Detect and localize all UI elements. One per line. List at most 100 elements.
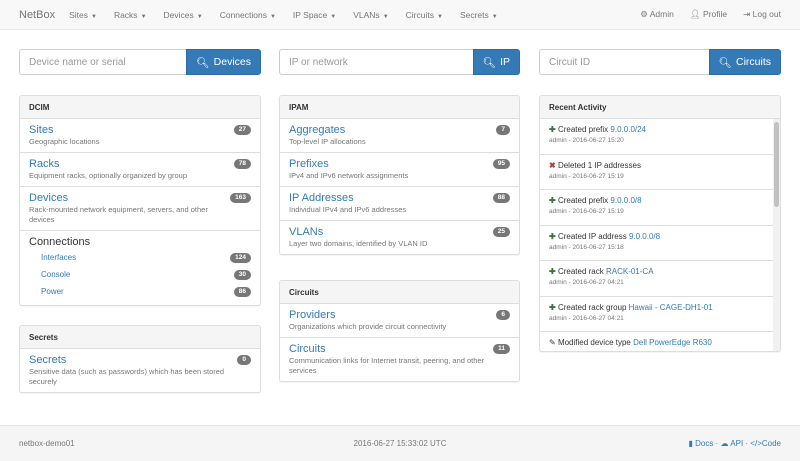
docs-link[interactable]: ▮ Docs <box>689 439 714 448</box>
activity-line: ✖ Deleted 1 IP addresses <box>549 160 771 172</box>
panel-heading: IPAM <box>280 96 519 119</box>
brand-logo[interactable]: NetBox <box>19 8 56 21</box>
activity-object-link[interactable]: 9.0.0.0/24 <box>610 125 647 134</box>
admin-link[interactable]: ⚙ Admin <box>640 9 674 20</box>
activity-action: Created prefix <box>557 196 609 205</box>
devices-link[interactable]: Devices <box>29 192 69 204</box>
caret-icon: ▼ <box>90 13 97 20</box>
sub-item: Power 86 <box>29 283 251 300</box>
activity-object-link[interactable]: RACK-01-CA <box>605 267 654 276</box>
caret-icon: ▼ <box>196 13 203 20</box>
aggregates-link[interactable]: Aggregates <box>289 124 346 136</box>
interfaces-link[interactable]: Interfaces <box>41 253 77 262</box>
menu-label: Secrets <box>459 9 489 20</box>
count-badge: 25 <box>492 227 510 237</box>
secrets-link[interactable]: Secrets <box>29 354 67 366</box>
list-item: Devices Rack-mounted network equipment, s… <box>20 187 260 231</box>
activity-meta: admin - 2016-06-27 15:19 <box>549 172 624 180</box>
list-item: IP Addresses Individual IPv4 and IPv6 add… <box>280 187 519 221</box>
hostname: netbox-demo01 <box>19 439 75 448</box>
device-search-input[interactable] <box>19 49 187 75</box>
plus-icon: ✚ <box>549 231 556 241</box>
footer-links: ▮ Docs · ☁ API · </>Code <box>688 439 781 448</box>
menu-vlans[interactable]: VLANs ▼ <box>353 10 388 20</box>
count-badge: 11 <box>493 344 510 354</box>
menu-racks[interactable]: Racks ▼ <box>114 10 147 20</box>
plus-icon: ✚ <box>549 267 556 276</box>
activity-line: ✚ Created prefix 9.0.0.0/8 <box>549 195 771 207</box>
logout-link[interactable]: ⇥ Log out <box>743 9 781 20</box>
remove-icon: ✖ <box>549 160 556 170</box>
panel-heading: Circuits <box>280 281 519 304</box>
vlans-link[interactable]: VLANs <box>289 226 324 238</box>
device-search-button[interactable]: 🔍︎ Devices <box>186 49 261 75</box>
activity-action: Created prefix <box>557 125 609 134</box>
menu-ip-space[interactable]: IP Space ▼ <box>293 10 336 20</box>
circuit-search-button[interactable]: 🔍︎ Circuits <box>708 49 781 75</box>
menu-secrets[interactable]: Secrets ▼ <box>460 10 498 20</box>
scrollbar-thumb[interactable] <box>774 122 779 207</box>
item-description: Top-level IP allocations <box>289 137 366 146</box>
activity-action: Created IP address <box>557 231 627 241</box>
racks-link[interactable]: Racks <box>29 158 60 170</box>
menu-connections[interactable]: Connections ▼ <box>220 10 276 20</box>
activity-item: ✚ Created rack group Hawaii - CAGE-DH1-0… <box>540 297 780 332</box>
code-link[interactable]: </>Code <box>750 439 781 448</box>
menu-sites[interactable]: Sites ▼ <box>69 10 97 20</box>
power-link[interactable]: Power <box>41 287 64 296</box>
menu-label: Racks <box>113 9 138 20</box>
activity-line: ✎ Modified device type Dell PowerEdge R6… <box>549 337 771 349</box>
activity-item: ✚ Created prefix 9.0.0.0/24 admin - 2016-… <box>540 119 780 155</box>
count-badge: 30 <box>233 270 251 280</box>
sites-link[interactable]: Sites <box>29 124 54 136</box>
activity-object-link[interactable]: 9.0.0.0/8 <box>610 196 642 205</box>
menu-devices[interactable]: Devices ▼ <box>164 10 203 20</box>
code-icon: </> <box>750 439 762 448</box>
secrets-panel: Secrets Secrets Sensitive data (such as p… <box>19 325 261 393</box>
activity-action: Deleted 1 IP addresses <box>557 160 641 170</box>
dcim-panel: DCIM Sites Geographic locations 27 Racks Eq… <box>19 95 261 306</box>
menu-circuits[interactable]: Circuits ▼ <box>406 10 443 20</box>
sub-item: Console 30 <box>29 266 251 283</box>
pencil-icon: ✎ <box>549 338 556 347</box>
logout-icon: ⇥ <box>743 9 751 19</box>
profile-link[interactable]: 👤︎ Profile <box>690 9 727 20</box>
scrollbar[interactable] <box>773 119 780 351</box>
activity-meta: admin - 2016-06-27 15:19 <box>549 208 624 215</box>
activity-object-link[interactable]: 9.0.0.0/8 <box>628 231 661 241</box>
ip-search: 🔍︎IP <box>279 49 520 75</box>
circuit-search-input[interactable] <box>539 49 709 75</box>
list-item: Providers Organizations which provide cir… <box>280 304 519 338</box>
ip-search-button[interactable]: 🔍︎ IP <box>472 49 520 75</box>
activity-item: ✚ Created IP address 9.0.0.0/8 admin - 20… <box>540 226 780 261</box>
prefixes-link[interactable]: Prefixes <box>289 158 329 170</box>
activity-item: ✖ Deleted 1 IP addresses admin - 2016-06… <box>540 155 780 190</box>
activity-object-link[interactable]: Dell PowerEdge R630 <box>633 338 712 347</box>
docs-label: Docs <box>695 439 714 448</box>
count-badge: 86 <box>233 287 251 297</box>
list-item: Aggregates Top-level IP allocations 7 <box>280 119 519 153</box>
menu-label: VLANs <box>353 9 380 20</box>
button-label: IP <box>500 56 510 68</box>
count-badge: 95 <box>492 159 510 169</box>
caret-icon: ▼ <box>330 13 337 20</box>
count-badge: 88 <box>492 193 510 203</box>
activity-action: Created rack <box>557 267 604 276</box>
menu-label: Sites <box>69 9 88 20</box>
ip-addresses-link[interactable]: IP Addresses <box>289 192 354 204</box>
activity-object-link[interactable]: Hawaii - CAGE-DH1-01 <box>628 302 713 312</box>
item-description: Layer two domains, identified by VLAN ID <box>289 239 428 248</box>
providers-link[interactable]: Providers <box>289 309 336 321</box>
api-link[interactable]: ☁ API <box>721 439 744 448</box>
list-item: Circuits Communication links for Internet… <box>280 338 519 381</box>
caret-icon: ▼ <box>382 13 389 20</box>
search-icon: 🔍︎ <box>718 56 732 69</box>
ip-search-input[interactable] <box>279 49 473 75</box>
activity-meta: admin - 2016-06-27 04:21 <box>549 279 624 286</box>
caret-icon: ▼ <box>436 13 443 20</box>
activity-meta: admin - 2016-06-27 15:18 <box>549 243 624 251</box>
circuits-link[interactable]: Circuits <box>289 343 326 355</box>
item-description: Geographic locations <box>29 137 100 146</box>
activity-line: ✚ Created prefix 9.0.0.0/24 <box>549 124 771 136</box>
console-link[interactable]: Console <box>41 270 71 279</box>
